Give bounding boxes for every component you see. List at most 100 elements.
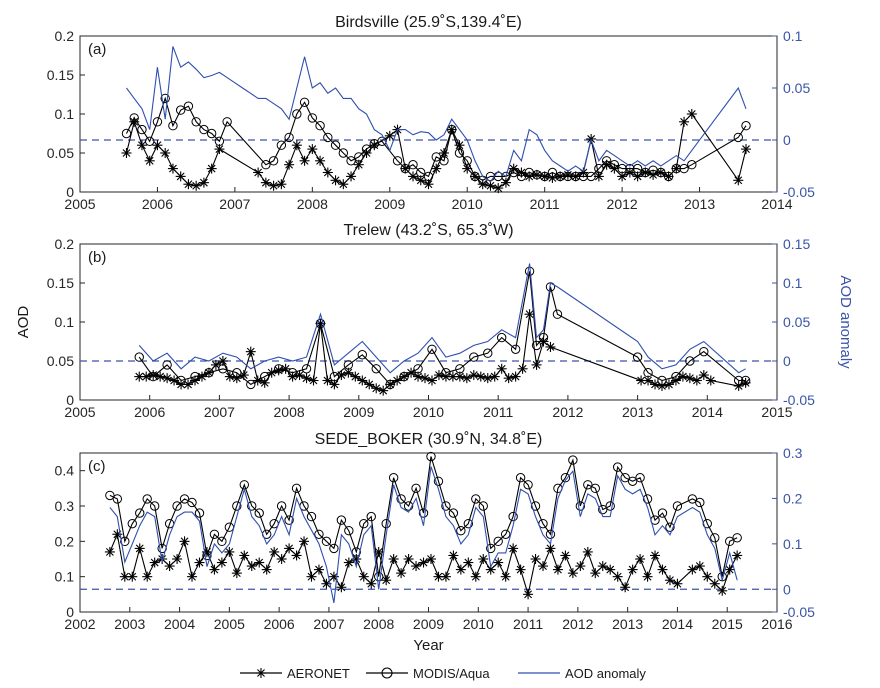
modis-point <box>671 371 681 382</box>
x-tick-label: 2004 <box>164 616 195 632</box>
modis-point <box>284 515 294 525</box>
modis-point <box>112 494 123 504</box>
aeronet-point <box>687 564 698 575</box>
aeronet-point <box>246 561 257 572</box>
aeronet-point <box>425 554 436 564</box>
legend-modis-label: MODIS/Aqua <box>413 666 490 681</box>
aeronet-point <box>301 373 312 384</box>
aeronet-point-stroke <box>199 178 208 187</box>
modis-point <box>625 163 635 174</box>
aeronet-point-stroke <box>419 558 428 567</box>
aeronet-point <box>524 309 535 320</box>
aeronet-point <box>343 557 354 568</box>
x-tick-label: 2006 <box>264 616 295 632</box>
modis-point <box>273 364 284 374</box>
x-tick-label: 2011 <box>483 404 513 420</box>
x-tick-label: 2008 <box>297 196 328 212</box>
aeronet-point <box>142 571 153 582</box>
aeronet-point-stroke <box>277 555 286 563</box>
aeronet-point-stroke <box>483 374 492 383</box>
aeronet-point <box>552 564 563 575</box>
x-tick-label: 2011 <box>513 616 543 632</box>
aeronet-point <box>245 346 256 357</box>
aeronet-point <box>593 171 604 182</box>
aeronet-point-stroke <box>261 178 270 187</box>
x-tick-label: 2013 <box>612 616 643 632</box>
aeronet-point <box>440 571 451 582</box>
aeronet-point <box>167 163 178 174</box>
x-tick-label: 2011 <box>530 196 560 212</box>
modis-point <box>361 144 372 154</box>
modis-point <box>403 501 414 511</box>
modis-point <box>176 375 186 386</box>
aeronet-point-stroke <box>434 572 443 581</box>
aeronet-point <box>485 180 496 191</box>
aeronet-point <box>162 373 173 384</box>
modis-point <box>463 518 474 529</box>
modis-point <box>657 508 668 518</box>
aeronet-point-stroke <box>277 180 286 189</box>
aeronet-point <box>508 543 519 554</box>
aeronet-point <box>194 557 205 568</box>
modis-point <box>354 152 364 162</box>
modis-point <box>145 136 155 147</box>
aeronet-point-stroke <box>665 380 673 389</box>
aeronet-point-stroke <box>525 310 534 319</box>
panel-label: (b) <box>88 249 106 266</box>
series-modis-line <box>126 96 747 181</box>
modis-point <box>609 160 620 170</box>
aeronet-point <box>679 116 690 127</box>
modis-point <box>539 171 550 182</box>
panels: Birdsville (25.9˚S,139.4˚E) (a) 2005 2006 20… <box>15 14 854 654</box>
aeronet-point-stroke <box>247 562 256 570</box>
modis-point <box>346 156 356 166</box>
aeronet-point-stroke <box>232 569 241 578</box>
aeronet-point <box>160 148 171 158</box>
aeronet-point-stroke <box>518 364 527 373</box>
aeronet-point <box>475 371 486 382</box>
aeronet-point-stroke <box>651 380 659 389</box>
x-tick-label: 2010 <box>463 616 494 632</box>
aeronet-point <box>268 180 279 191</box>
aeronet-point <box>378 385 389 396</box>
modis-point <box>594 163 604 174</box>
aeronet-point <box>291 550 302 561</box>
x-tick-label: 2006 <box>134 404 165 420</box>
modis-point <box>687 160 697 170</box>
y-tick-label: 0.2 <box>55 28 75 44</box>
aeronet-point <box>415 175 426 186</box>
aeronet-point <box>627 564 638 575</box>
x-tick-label: 2010 <box>452 196 483 212</box>
aeronet-point-stroke <box>699 371 708 379</box>
modis-point <box>152 117 163 127</box>
aeronet-point <box>597 561 608 572</box>
modis-point <box>399 371 409 382</box>
aeronet-point-stroke <box>546 343 555 351</box>
aeronet-point <box>560 550 571 561</box>
modis-point <box>601 156 612 166</box>
aeronet-point <box>224 371 235 382</box>
aeronet-point <box>620 582 631 593</box>
series-anomaly <box>109 466 738 604</box>
aeronet-point <box>403 554 414 564</box>
modis-point <box>455 364 465 374</box>
y-tick-label: 0 <box>66 604 74 620</box>
modis-point <box>142 494 152 504</box>
aeronet-point <box>231 568 242 579</box>
aeronet-point <box>523 589 534 600</box>
aeronet-point <box>357 375 368 386</box>
aeronet-point-stroke <box>688 565 697 574</box>
modis-point <box>679 163 689 174</box>
modis-point <box>306 511 317 522</box>
aeronet-point <box>284 159 295 170</box>
modis-point <box>127 518 137 529</box>
modis-point <box>552 309 563 319</box>
modis-point <box>598 504 608 515</box>
aeronet-point <box>617 171 628 182</box>
aeronet-point <box>307 144 318 155</box>
aeronet-point-stroke <box>156 372 165 381</box>
aeronet-point-stroke <box>613 572 622 581</box>
aeronet-point-stroke <box>416 176 425 185</box>
aeronet-point-stroke <box>397 569 406 578</box>
modis-point <box>175 105 186 115</box>
